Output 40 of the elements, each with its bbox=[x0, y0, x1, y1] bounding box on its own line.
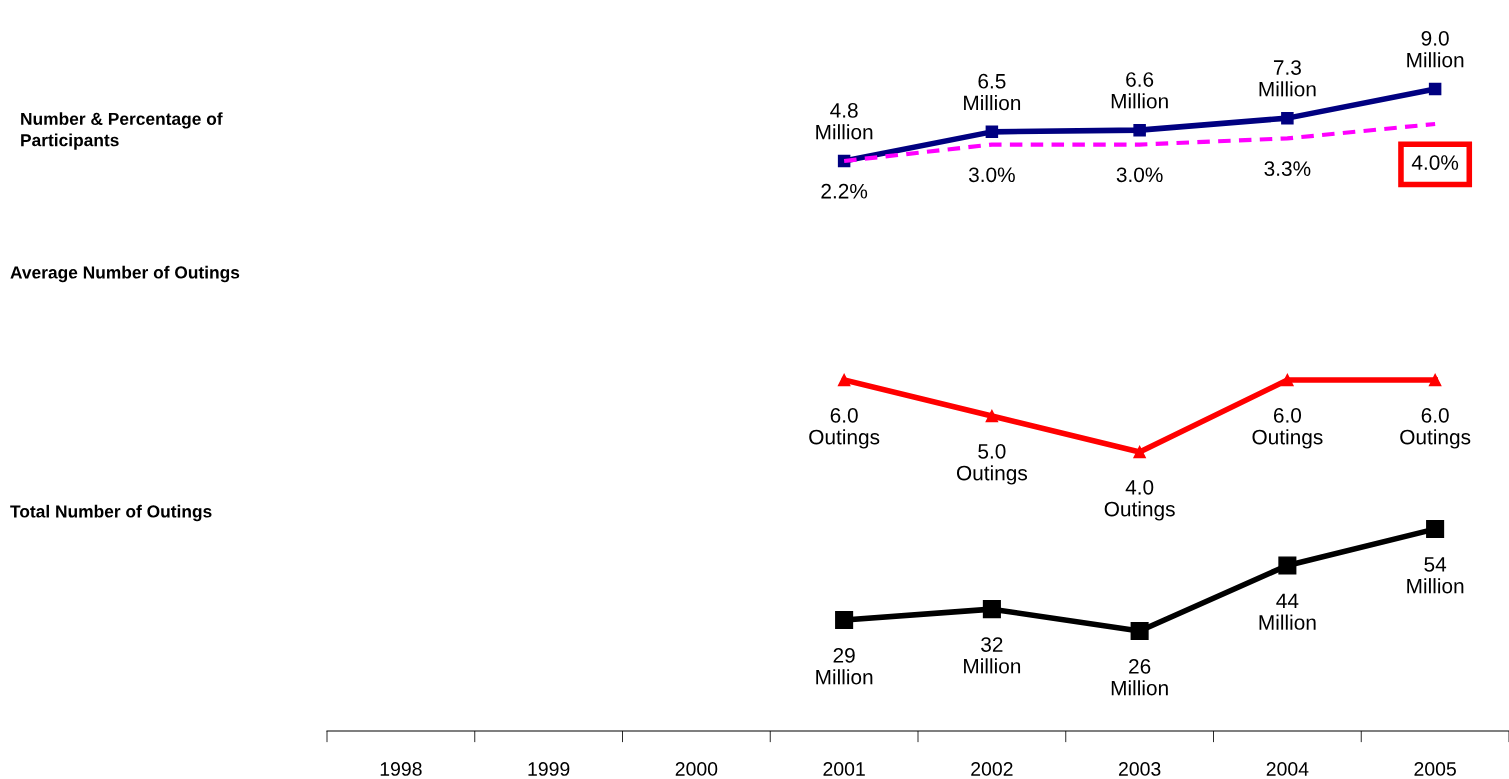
data-label: 6.0 Outings bbox=[809, 408, 880, 449]
x-tick-label: 2002 bbox=[971, 762, 1013, 776]
x-tick-label: 2005 bbox=[1414, 762, 1456, 776]
y-axis-title: Total Number of Outings bbox=[10, 504, 212, 522]
point bbox=[982, 600, 1001, 619]
data-label: 54 Million bbox=[1407, 557, 1464, 594]
data-label: 7.3 Million bbox=[1259, 60, 1316, 97]
data-label: 4.0% bbox=[1411, 155, 1459, 170]
point bbox=[1428, 82, 1442, 96]
data-label: 29 Million bbox=[816, 648, 873, 685]
point bbox=[1278, 556, 1297, 575]
data-label: 4.8 Million bbox=[816, 103, 873, 140]
data-label: 3.0% bbox=[1116, 167, 1163, 183]
data-label: 3.0% bbox=[968, 167, 1015, 183]
data-label: 6.0 Outings bbox=[1252, 408, 1323, 449]
data-label: 6.5 Million bbox=[964, 73, 1021, 111]
x-tick-label: 2003 bbox=[1118, 762, 1161, 776]
data-label: 44 Million bbox=[1259, 593, 1316, 630]
data-label: 26 Million bbox=[1111, 659, 1168, 696]
data-label: 6.0 Outings bbox=[1400, 408, 1471, 449]
point bbox=[835, 611, 854, 630]
point bbox=[985, 125, 999, 139]
point bbox=[1426, 519, 1445, 539]
data-label: 32 Million bbox=[964, 637, 1021, 674]
y-axis-title: Average Number of Outings bbox=[10, 265, 240, 283]
x-tick-label: 1998 bbox=[380, 762, 422, 776]
point bbox=[1130, 621, 1149, 641]
y-axis-title: Number & Percentage of Participants bbox=[21, 112, 223, 150]
point bbox=[1133, 123, 1146, 137]
data-label: 5.0 Outings bbox=[956, 444, 1028, 485]
data-label: 4.0 Outings bbox=[1104, 480, 1175, 521]
data-label: 9.0 Million bbox=[1407, 31, 1464, 68]
data-label: 2.2% bbox=[821, 183, 868, 199]
data-label: 3.3% bbox=[1264, 161, 1311, 176]
x-tick-label: 2004 bbox=[1266, 762, 1309, 776]
data-label: 6.6 Million bbox=[1111, 72, 1168, 109]
point bbox=[1281, 111, 1294, 125]
x-tick-label: 2000 bbox=[675, 762, 718, 776]
x-tick-label: 2001 bbox=[823, 762, 865, 776]
x-tick-label: 1999 bbox=[528, 762, 570, 776]
